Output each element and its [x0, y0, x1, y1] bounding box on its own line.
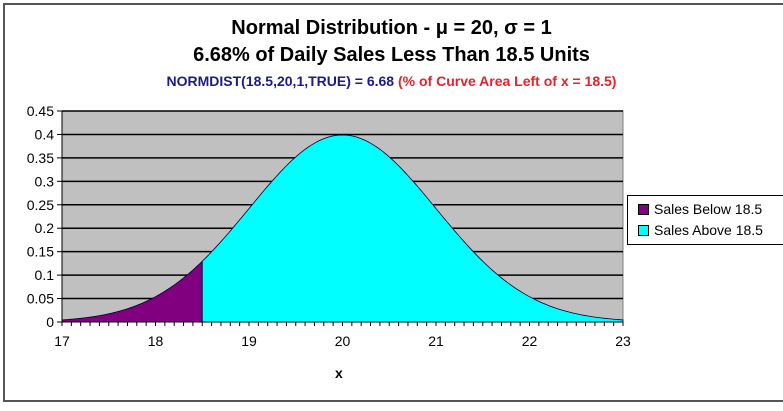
y-tick-label: 0.15 — [27, 244, 54, 260]
y-tick-label: 0.35 — [27, 150, 54, 166]
legend-label: Sales Above 18.5 — [654, 222, 763, 238]
x-tick-label: 20 — [335, 333, 351, 349]
x-tick-label: 18 — [148, 333, 164, 349]
y-tick-label: 0.25 — [27, 197, 54, 213]
y-tick-label: 0.2 — [35, 220, 55, 236]
formula-text: NORMDIST(18.5,20,1,TRUE) = 6.68 — [166, 73, 395, 89]
legend-label: Sales Below 18.5 — [654, 201, 763, 217]
formula-note: (% of Curve Area Left of x = 18.5) — [394, 73, 617, 89]
y-tick-label: 0.45 — [27, 103, 54, 119]
legend-swatch-cyan-icon — [638, 224, 649, 236]
chart-subtitle: 6.68% of Daily Sales Less Than 18.5 Unit… — [193, 44, 590, 66]
x-tick-label: 23 — [615, 333, 631, 349]
legend: Sales Below 18.5 Sales Above 18.5 — [627, 195, 783, 245]
legend-swatch-purple-icon — [638, 203, 649, 215]
x-tick-label: 21 — [428, 333, 444, 349]
legend-item-above: Sales Above 18.5 — [638, 222, 763, 238]
area-above-cutoff — [201, 134, 624, 323]
y-tick-label: 0.4 — [35, 126, 55, 142]
y-tick-label: 0.3 — [35, 173, 55, 189]
x-tick-label: 22 — [522, 333, 538, 349]
x-tick-label: 19 — [241, 333, 257, 349]
x-tick-label: 17 — [54, 333, 70, 349]
area-below-cutoff — [61, 260, 203, 323]
y-tick-label: 0.1 — [35, 267, 55, 283]
x-axis-label: x — [335, 365, 343, 381]
chart-formula-line: NORMDIST(18.5,20,1,TRUE) = 6.68 (% of Cu… — [0, 73, 783, 89]
y-tick-label: 0.05 — [27, 291, 54, 307]
y-tick-label: 0 — [46, 314, 54, 330]
chart-title: Normal Distribution - μ = 20, σ = 1 — [231, 17, 552, 39]
legend-item-below: Sales Below 18.5 — [638, 201, 762, 217]
